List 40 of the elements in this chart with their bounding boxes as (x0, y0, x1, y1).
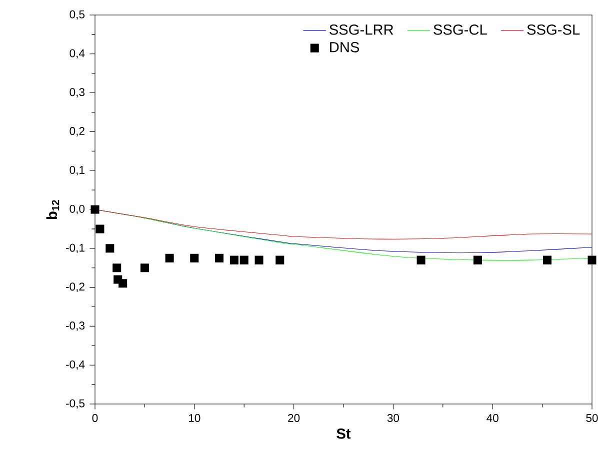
y-tick-label: -0,5 (66, 399, 85, 409)
y-tick-label: 0,3 (70, 88, 85, 98)
point (106, 244, 114, 253)
point (473, 256, 482, 264)
point (165, 254, 174, 262)
point (230, 256, 238, 264)
point (276, 256, 284, 264)
y-tick-label: 0,5 (70, 10, 85, 20)
x-tick-label: 20 (288, 414, 300, 422)
y-tick-label: -0,3 (66, 322, 85, 331)
legend-label: SSG-CL (434, 24, 487, 35)
y-tick-label: -0,2 (66, 282, 84, 292)
y-tick-label: 0,2 (70, 127, 84, 136)
point (190, 254, 199, 262)
y-tick-label: -0,1 (66, 244, 84, 254)
legend-label: SSG-LRR (330, 24, 394, 35)
point (240, 256, 248, 264)
y-tick-label: 0,0 (70, 204, 85, 214)
point (588, 256, 596, 264)
point (96, 224, 104, 234)
point (215, 254, 224, 262)
point (416, 256, 426, 264)
point (254, 256, 264, 264)
x-axis-title: St (336, 428, 351, 439)
point (112, 264, 122, 272)
y-tick-label: 0,4 (70, 49, 85, 59)
x-tick-label: 30 (387, 414, 400, 422)
x-tick-label: 40 (486, 414, 498, 422)
legend-label: SSG-SL (527, 24, 580, 35)
y-axis-title: b$_{12}$ (46, 200, 60, 220)
point (140, 264, 149, 272)
point (90, 205, 100, 214)
y-tick-label: 0,1 (70, 166, 84, 176)
x-tick-label: 50 (586, 414, 598, 422)
point (543, 256, 552, 264)
y-tick-label: -0,4 (66, 360, 85, 370)
legend-label: DNS (330, 42, 360, 52)
point (118, 279, 128, 288)
x-tick-label: 10 (188, 414, 200, 422)
x-tick-label: 0 (92, 414, 98, 422)
